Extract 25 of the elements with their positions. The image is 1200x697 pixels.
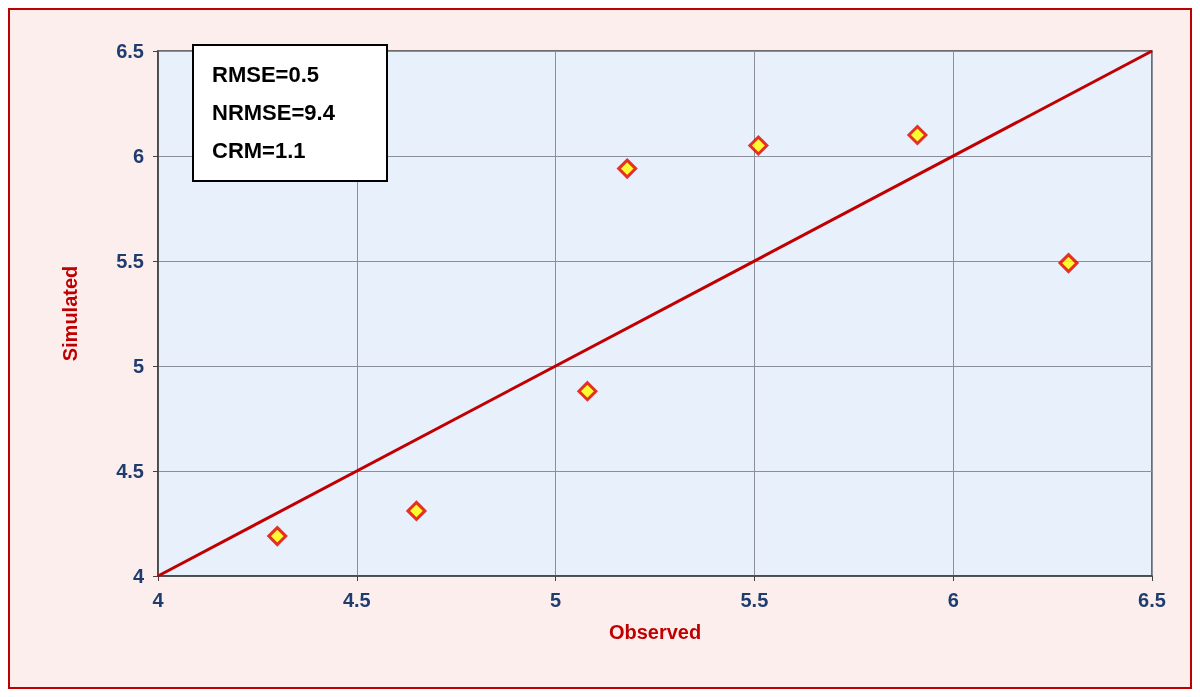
y-tick-label: 6.5: [116, 40, 144, 62]
point: [267, 526, 288, 547]
y-tick-label: 5.5: [116, 250, 144, 272]
annotation: RMSE=0.5: [212, 61, 320, 89]
annotation: NRMSE=9.4: [212, 99, 336, 127]
y-tick-label: 4: [132, 565, 145, 587]
x-tick-label: 4.5: [342, 589, 371, 611]
y-axis-title: Simulated: [59, 265, 81, 362]
y-tick-label: 4.5: [116, 460, 144, 482]
text-box: RMSE=0.5 NRMSE=9.4 CRM=1.1: [192, 44, 388, 182]
point: [617, 158, 638, 179]
point: [1058, 253, 1079, 274]
annotation: CRM=1.1: [212, 137, 307, 165]
point: [406, 500, 427, 521]
y-tick-label: 6: [132, 145, 144, 167]
point: [748, 135, 769, 156]
x-tick-label: 5.5: [740, 589, 769, 611]
y-tick-label: 5: [132, 355, 144, 377]
point: [577, 381, 598, 402]
x-axis-title: Observed: [608, 621, 702, 643]
point: [907, 125, 928, 145]
x-tick-label: 6: [947, 589, 959, 611]
x-tick-label: 6.5: [1138, 589, 1166, 611]
x-tick-label: 4: [152, 589, 165, 611]
x-tick-label: 5: [550, 589, 562, 611]
